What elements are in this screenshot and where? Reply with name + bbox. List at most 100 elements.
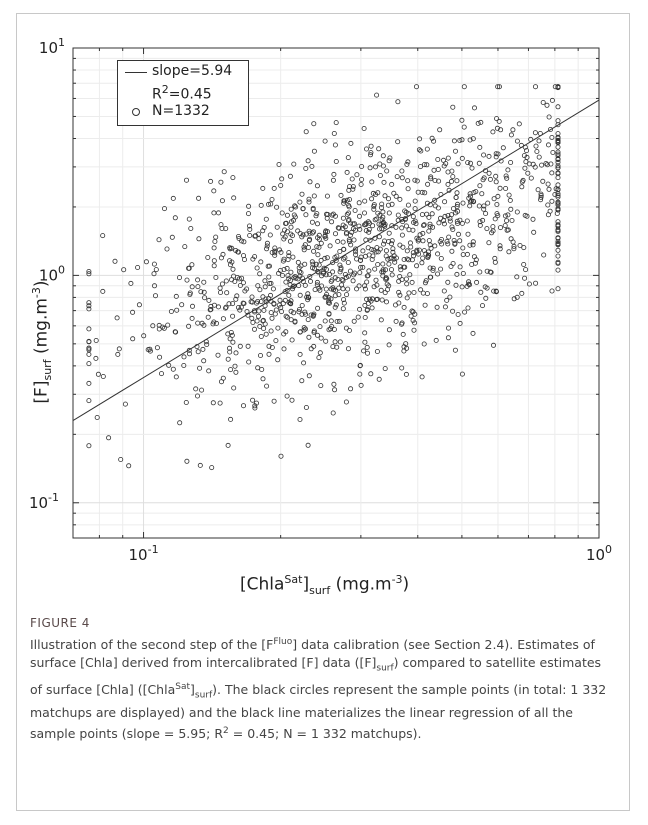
sample-point bbox=[549, 134, 555, 140]
sample-point bbox=[268, 328, 274, 334]
sample-point bbox=[399, 168, 405, 174]
sample-point bbox=[418, 148, 424, 154]
sample-point bbox=[318, 335, 324, 341]
sample-point bbox=[260, 185, 266, 191]
sample-point bbox=[245, 343, 251, 349]
sample-point bbox=[157, 354, 163, 360]
sample-point bbox=[306, 373, 312, 379]
sample-point bbox=[466, 282, 472, 288]
sample-point bbox=[445, 241, 451, 247]
sample-point bbox=[272, 252, 278, 258]
sample-point bbox=[533, 84, 539, 90]
sample-point bbox=[450, 226, 456, 232]
sample-point bbox=[357, 306, 363, 312]
sample-point bbox=[341, 200, 347, 206]
sample-point bbox=[244, 308, 250, 314]
sample-point bbox=[374, 92, 380, 98]
sample-point bbox=[362, 330, 368, 336]
sample-point bbox=[186, 265, 192, 271]
sample-point bbox=[546, 186, 552, 192]
sample-point bbox=[453, 194, 459, 200]
sample-point bbox=[403, 209, 409, 215]
sample-point bbox=[555, 247, 561, 253]
sample-point bbox=[278, 309, 284, 315]
sample-point bbox=[378, 205, 384, 211]
sample-point bbox=[297, 199, 303, 205]
sample-point bbox=[425, 181, 431, 187]
sample-point bbox=[211, 263, 217, 269]
sample-point bbox=[232, 278, 238, 284]
sample-point bbox=[266, 274, 272, 280]
sample-point bbox=[366, 226, 372, 232]
sample-point bbox=[361, 348, 367, 354]
sample-point bbox=[315, 268, 321, 274]
sample-point bbox=[315, 252, 321, 258]
sample-point bbox=[546, 142, 552, 148]
sample-point bbox=[230, 175, 236, 181]
sample-point bbox=[259, 366, 265, 372]
sample-point bbox=[390, 246, 396, 252]
sample-point bbox=[337, 248, 343, 254]
sample-point bbox=[444, 297, 450, 303]
sample-point bbox=[545, 202, 551, 208]
sample-point bbox=[401, 344, 407, 350]
sample-point bbox=[349, 176, 355, 182]
sample-point bbox=[407, 272, 413, 278]
sample-point bbox=[555, 84, 561, 90]
legend-item-samples: N=1332 bbox=[118, 102, 248, 122]
sample-point bbox=[544, 102, 550, 108]
sample-point bbox=[454, 218, 460, 224]
sample-point bbox=[442, 213, 448, 219]
sample-point bbox=[100, 373, 106, 379]
sample-point bbox=[408, 313, 414, 319]
sample-point bbox=[493, 151, 499, 157]
sample-point bbox=[504, 175, 510, 181]
sample-point bbox=[460, 200, 466, 206]
sample-point bbox=[284, 212, 290, 218]
sample-point bbox=[508, 159, 514, 165]
sample-point bbox=[435, 156, 441, 162]
sample-point bbox=[340, 239, 346, 245]
sample-point bbox=[555, 163, 561, 169]
sample-point bbox=[335, 238, 341, 244]
sample-point bbox=[541, 252, 547, 258]
sample-point bbox=[303, 165, 309, 171]
sample-point bbox=[356, 213, 362, 219]
sample-point bbox=[376, 234, 382, 240]
sample-point bbox=[364, 307, 370, 313]
sample-point bbox=[555, 144, 561, 150]
sample-point bbox=[195, 277, 201, 283]
sample-point bbox=[118, 456, 124, 462]
sample-point bbox=[279, 176, 285, 182]
sample-point bbox=[341, 297, 347, 303]
sample-point bbox=[226, 345, 232, 351]
sample-point bbox=[391, 256, 397, 262]
sample-point bbox=[260, 376, 266, 382]
sample-point bbox=[186, 351, 192, 357]
sample-point bbox=[301, 327, 307, 333]
sample-point bbox=[454, 203, 460, 209]
sample-point bbox=[252, 233, 258, 239]
sample-point bbox=[492, 259, 498, 265]
sample-point bbox=[230, 313, 236, 319]
sample-point bbox=[519, 290, 525, 296]
sample-point bbox=[206, 368, 212, 374]
sample-point bbox=[362, 198, 368, 204]
sample-point bbox=[224, 290, 230, 296]
sample-point bbox=[288, 219, 294, 225]
sample-point bbox=[395, 139, 401, 145]
sample-point bbox=[364, 344, 370, 350]
sample-point bbox=[342, 255, 348, 261]
sample-point bbox=[225, 331, 231, 337]
sample-point bbox=[455, 161, 461, 167]
sample-point bbox=[232, 363, 238, 369]
sample-point bbox=[297, 351, 303, 357]
sample-point bbox=[307, 273, 313, 279]
sample-point bbox=[86, 300, 92, 306]
sample-point bbox=[389, 238, 395, 244]
sample-point bbox=[371, 206, 377, 212]
sample-point bbox=[549, 170, 555, 176]
sample-point bbox=[219, 225, 225, 231]
sample-point bbox=[522, 165, 528, 171]
sample-point bbox=[95, 371, 101, 377]
